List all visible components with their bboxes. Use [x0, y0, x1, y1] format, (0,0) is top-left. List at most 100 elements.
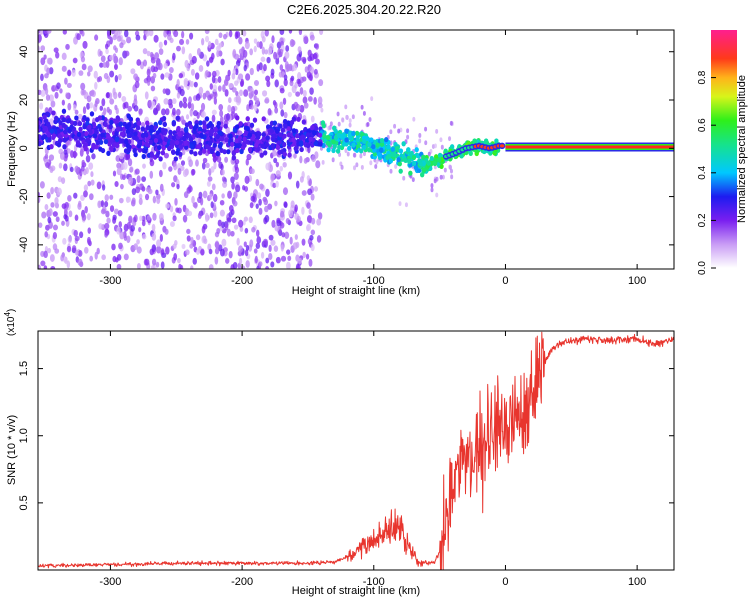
spectrogram-cell: [297, 257, 302, 265]
spectrogram-cell: [435, 192, 439, 198]
spectrogram-cell: [50, 265, 56, 269]
spectrogram-cell: [244, 249, 249, 257]
spectrogram-cell: [297, 72, 302, 81]
spectrogram-cell: [256, 41, 261, 48]
spectrogram-cell: [368, 117, 372, 122]
spectrogram-cell: [231, 87, 237, 93]
spectrogram-cell: [376, 152, 382, 158]
spectrogram-cell: [80, 56, 86, 63]
spectrogram-cell: [46, 30, 52, 34]
spectrogram-x-axis-label: Height of straight line (km): [292, 285, 420, 297]
spectrogram-cell: [185, 249, 190, 256]
spectrogram-cell: [181, 30, 185, 39]
spectrogram-cell: [238, 245, 244, 253]
spectrogram-cell: [308, 258, 313, 267]
spectrogram-cell: [263, 63, 267, 72]
spectrogram-cell: [142, 59, 148, 67]
spectrogram-cell: [325, 134, 331, 141]
spectrogram-cell: [205, 212, 209, 220]
spectrogram-cell: [344, 104, 348, 110]
spectrogram-cell: [112, 170, 117, 177]
spectrogram-cell: [129, 166, 134, 173]
spectrogram-cell: [302, 90, 307, 97]
spectrogram-cell: [459, 153, 464, 159]
spectrogram-cell: [215, 150, 220, 157]
spectrogram-cell: [313, 186, 319, 192]
spectrogram-cell: [219, 248, 225, 257]
spectrogram-cell: [290, 200, 295, 209]
spectrogram-cell: [72, 120, 78, 126]
spectrogram-cell: [50, 100, 56, 108]
spectrogram-cell: [232, 261, 238, 269]
spectrogram-cell: [213, 210, 218, 218]
spectrogram-cell: [174, 198, 178, 206]
spectrogram-cell: [398, 201, 402, 207]
spectrogram-cell: [406, 147, 411, 153]
spectrogram-cell: [224, 137, 229, 143]
spectrogram-cell: [255, 97, 260, 105]
spectrogram-cell: [84, 137, 90, 143]
spectrogram-cell: [195, 249, 200, 255]
spectrogram-cell: [245, 158, 249, 166]
spectrogram-cell: [180, 160, 186, 166]
spectrogram-cell: [141, 220, 146, 227]
spectrogram-cell: [301, 190, 307, 196]
spectrogram-cell: [40, 260, 46, 267]
spectrogram-cell: [283, 123, 288, 129]
snr-x-axis-label: Height of straight line (km): [292, 585, 420, 597]
spectrogram-cell: [60, 254, 64, 262]
snr-x-tick-label: -100: [363, 576, 385, 588]
spectrogram-cell: [61, 220, 65, 226]
snr-y-tick-label: 1.5: [18, 361, 30, 376]
spectrogram-cell: [448, 164, 452, 170]
spectrogram-cell: [223, 33, 228, 40]
spectrogram-cell: [195, 132, 200, 138]
spectrogram-cell: [190, 265, 194, 269]
spectrogram-x-tick-label: 0: [502, 275, 508, 287]
spectrogram-cell: [45, 162, 50, 169]
spectrogram-cell: [61, 65, 67, 72]
spectrogram-cell: [186, 235, 191, 242]
spectrogram-cell: [140, 126, 145, 132]
spectrogram-cell: [386, 144, 391, 150]
spectrogram-cell: [273, 51, 277, 60]
spectrogram-cell: [264, 214, 270, 223]
spectrogram-cell: [171, 182, 176, 188]
spectrogram-cell: [152, 107, 158, 116]
spectrogram-cell: [235, 68, 239, 76]
spectrogram-cell: [115, 107, 119, 115]
spectrogram-cell: [245, 125, 250, 132]
spectrogram-cell: [294, 234, 298, 240]
spectrogram-cell: [310, 142, 315, 148]
spectrogram-cell: [116, 226, 121, 235]
spectrogram-cell: [366, 147, 372, 153]
spectrogram-cell: [254, 89, 258, 96]
spectrogram-cell: [159, 183, 164, 192]
spectrogram-cell: [234, 31, 239, 40]
spectrogram-cell: [406, 128, 410, 134]
spectrogram-cell: [219, 42, 223, 48]
spectrogram-cell: [226, 217, 232, 223]
spectrogram-cell: [164, 72, 170, 78]
spectrogram-cell: [392, 152, 397, 158]
spectrogram-cell: [151, 258, 157, 266]
spectrogram-cell: [147, 188, 153, 195]
spectrogram-cell: [196, 48, 201, 56]
spectrogram-cell: [167, 145, 172, 152]
spectrogram-cell: [449, 120, 453, 126]
spectrogram-cell: [249, 67, 254, 76]
spectrogram-cell: [389, 129, 393, 135]
spectrogram-cell: [249, 122, 255, 128]
spectrogram-cell: [303, 102, 309, 109]
spectrogram-cell: [66, 245, 72, 253]
spectrogram-cell: [179, 38, 185, 45]
spectrogram-cell: [439, 137, 443, 143]
spectrogram-cell: [303, 36, 309, 45]
spectrogram-cell: [271, 35, 275, 44]
spectrogram-cell: [299, 87, 304, 95]
spectrogram-cell: [272, 149, 277, 157]
spectrogram-cell: [171, 107, 176, 116]
spectrogram-cell: [96, 181, 102, 190]
spectrogram-cell: [123, 253, 129, 261]
spectrogram-cell: [327, 125, 331, 131]
